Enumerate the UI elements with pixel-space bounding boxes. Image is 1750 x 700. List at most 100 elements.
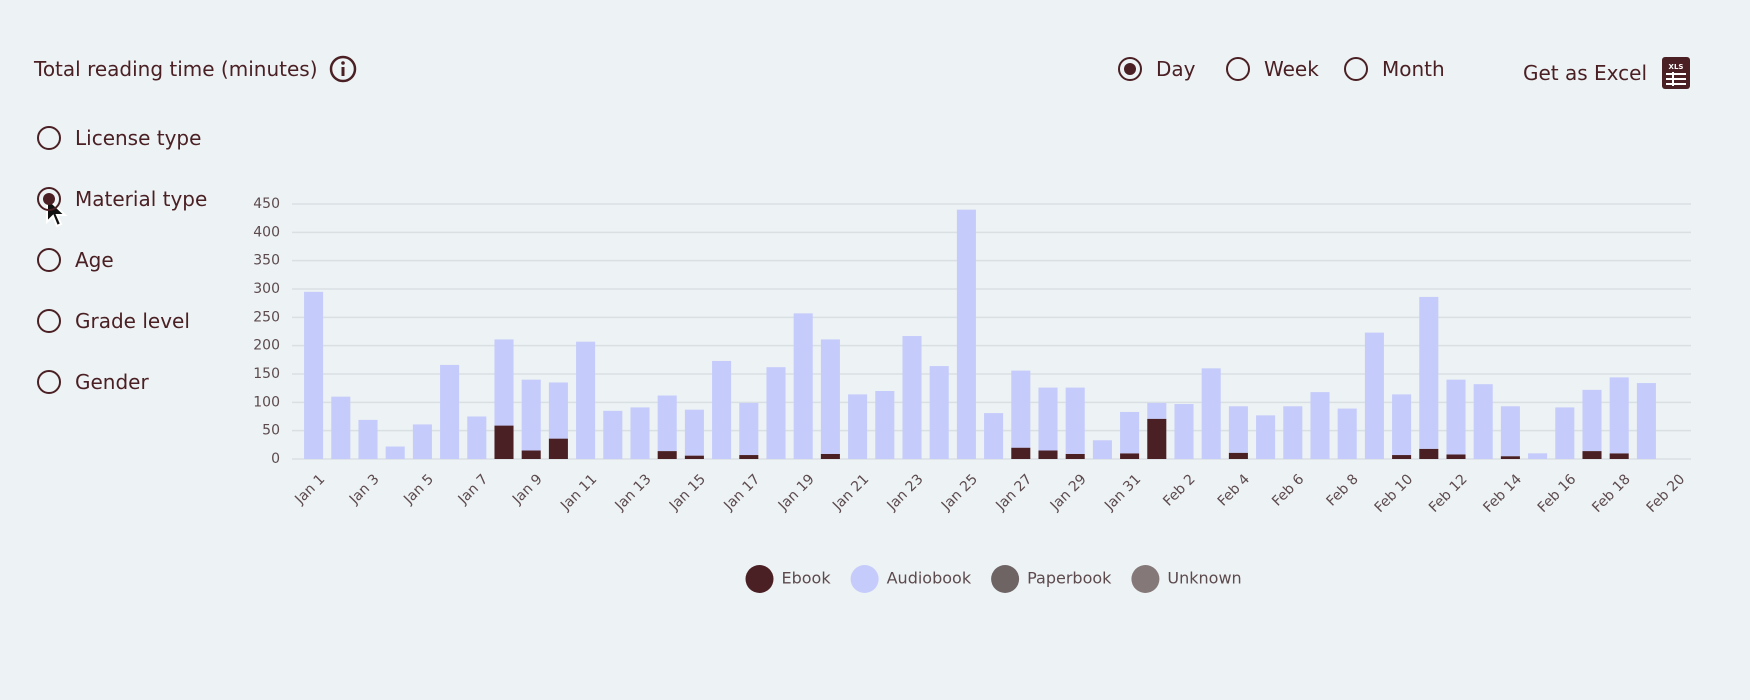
y-tick-label: 200: [253, 338, 280, 354]
bar-segment: [820, 453, 840, 459]
radio-button[interactable]: [1226, 57, 1250, 81]
radio-label: Grade level: [75, 309, 190, 333]
radio-label: Gender: [75, 370, 149, 394]
breakdown-option[interactable]: Age: [37, 248, 114, 272]
radio-button[interactable]: [1118, 57, 1142, 81]
bar-segment: [1446, 454, 1466, 459]
bar-segment: [467, 416, 487, 459]
x-tick-label: Jan 5: [400, 471, 437, 508]
bar-segment: [1120, 411, 1140, 454]
radio-button[interactable]: [37, 187, 61, 211]
x-tick-label: Jan 11: [557, 471, 600, 514]
x-tick-label: Jan 17: [720, 471, 763, 514]
bar-segment: [1283, 406, 1303, 459]
x-tick-label: Feb 2: [1160, 471, 1198, 509]
bar-segment: [902, 336, 922, 459]
period-option[interactable]: Week: [1226, 57, 1319, 81]
y-tick-label: 250: [253, 309, 280, 325]
breakdown-option[interactable]: Gender: [37, 370, 149, 394]
bar-segment: [521, 450, 541, 459]
bar-segment: [1446, 379, 1466, 455]
bar-segment: [1392, 394, 1412, 456]
bar-segment: [684, 409, 704, 456]
bar-segment: [1337, 408, 1357, 459]
bar-segment: [1609, 453, 1629, 459]
bar-segment: [494, 339, 514, 426]
x-tick-label: Feb 4: [1215, 471, 1253, 509]
x-tick-label: Jan 27: [992, 471, 1035, 514]
bar-segment: [1147, 418, 1167, 459]
x-tick-label: Jan 31: [1101, 471, 1144, 514]
title-text: Total reading time (minutes): [34, 57, 318, 81]
y-tick-label: 450: [253, 196, 280, 212]
legend-swatch: [850, 565, 879, 593]
bar-segment: [1636, 383, 1656, 459]
x-tick-label: Feb 12: [1426, 471, 1471, 516]
bar-segment: [1473, 384, 1493, 459]
legend-swatch: [991, 565, 1020, 593]
bar-segment: [1500, 456, 1520, 459]
bar-segment: [548, 382, 568, 439]
bar-segment: [331, 396, 351, 459]
export-button[interactable]: Get as Excel XLS: [1523, 56, 1691, 90]
breakdown-option[interactable]: License type: [37, 126, 201, 150]
y-tick-label: 150: [253, 366, 280, 382]
bar-segment: [1582, 451, 1602, 459]
bar-segment: [793, 313, 813, 459]
radio-button[interactable]: [37, 370, 61, 394]
export-text: Get as Excel: [1523, 61, 1648, 85]
bar-segment: [1038, 387, 1058, 451]
bar-segment: [1065, 387, 1085, 454]
bar-segment: [1147, 402, 1167, 419]
x-tick-label: Jan 9: [509, 471, 546, 508]
y-tick-label: 300: [253, 281, 280, 297]
legend-label: Ebook: [782, 569, 832, 588]
period-option[interactable]: Day: [1118, 57, 1196, 81]
bar-segment: [1228, 452, 1248, 459]
bar-segment: [576, 341, 596, 459]
bar-segment: [766, 367, 786, 459]
bar-segment: [1120, 453, 1140, 459]
period-option[interactable]: Month: [1344, 57, 1445, 81]
x-tick-label: Jan 15: [666, 471, 709, 514]
radio-button[interactable]: [37, 248, 61, 272]
bar-segment: [358, 419, 378, 459]
bar-segment: [684, 455, 704, 459]
legend: Ebook Audiobook Paperbook Unknown: [745, 565, 1242, 593]
x-tick-label: Jan 23: [884, 471, 927, 514]
x-tick-label: Feb 10: [1372, 471, 1417, 516]
info-icon[interactable]: [328, 54, 358, 84]
radio-button[interactable]: [37, 126, 61, 150]
radio-button[interactable]: [1344, 57, 1368, 81]
breakdown-option[interactable]: Material type: [37, 187, 207, 211]
bar-segment: [385, 446, 405, 459]
bar-segment: [1392, 455, 1412, 459]
radio-label: Day: [1156, 57, 1196, 81]
legend-label: Paperbook: [1027, 569, 1112, 588]
x-tick-label: Jan 3: [346, 471, 383, 508]
bar-segment: [712, 360, 732, 459]
x-tick-label: Jan 1: [291, 471, 328, 508]
x-tick-label: Jan 13: [612, 471, 655, 514]
bar-segment: [1228, 406, 1248, 453]
breakdown-option[interactable]: Grade level: [37, 309, 190, 333]
legend-swatch: [745, 565, 774, 593]
bar-segment: [1092, 440, 1112, 459]
legend-label: Audiobook: [887, 569, 972, 588]
bar-segment: [1419, 296, 1439, 449]
bar-segment: [1310, 392, 1330, 459]
radio-button[interactable]: [37, 309, 61, 333]
radio-label: Material type: [75, 187, 208, 211]
legend-swatch: [1131, 565, 1160, 593]
legend-label: Unknown: [1167, 569, 1241, 588]
bar-segment: [956, 209, 976, 459]
x-tick-label: Feb 8: [1324, 471, 1362, 509]
x-tick-label: Feb 14: [1480, 471, 1525, 516]
y-tick-label: 100: [253, 394, 280, 410]
bar-segment: [1500, 406, 1520, 457]
radio-label: Age: [75, 248, 114, 272]
bar-segment: [739, 455, 759, 459]
bar-segment: [875, 391, 895, 459]
